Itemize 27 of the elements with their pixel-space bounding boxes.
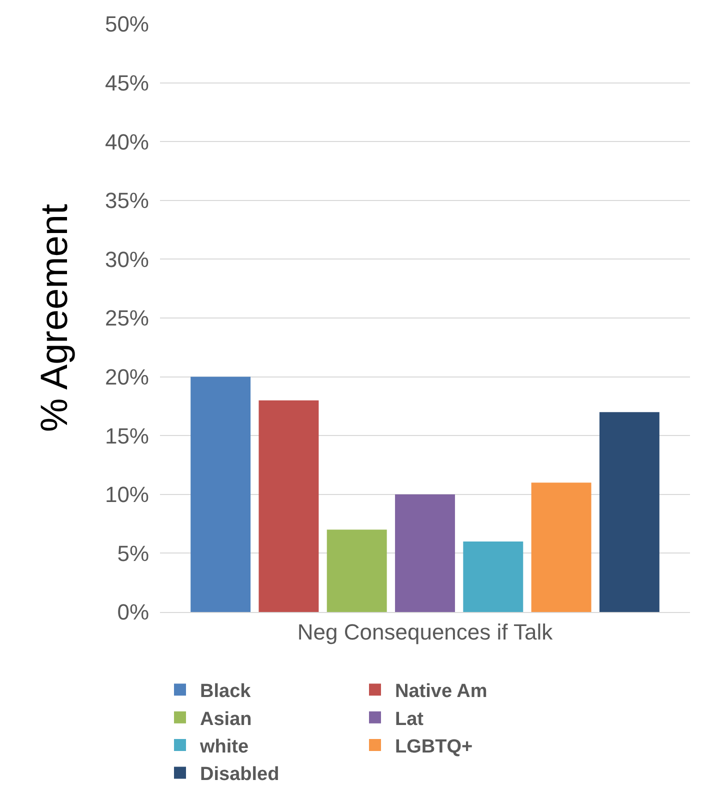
y-tick-label: 0% (117, 600, 149, 625)
bar (463, 541, 524, 612)
bar (395, 494, 455, 612)
legend-label: Native Am (395, 681, 488, 702)
y-tick-label: 15% (104, 423, 149, 448)
bar (531, 482, 592, 612)
bar (190, 376, 251, 612)
legend-label: white (199, 736, 249, 758)
legend-label: Lat (395, 708, 424, 730)
legend-label: Asian (200, 708, 252, 730)
y-tick-label: 35% (104, 188, 149, 214)
bar (258, 400, 319, 612)
y-axis-title: % Agreement (34, 204, 76, 432)
y-tick-label: 50% (104, 12, 149, 37)
legend-label: LGBTQ+ (395, 736, 473, 758)
bar (599, 412, 660, 612)
bar (326, 530, 387, 612)
legend-label: Disabled (200, 764, 280, 786)
y-tick-label: 30% (104, 246, 149, 272)
y-tick-label: 40% (104, 129, 149, 154)
legend-label: Black (200, 681, 252, 702)
y-tick-label: 25% (104, 306, 149, 331)
x-tick-label: Neg Consequences if Talk (297, 619, 554, 644)
y-tick-label: 45% (104, 70, 149, 96)
y-tick-label: 5% (117, 540, 149, 566)
y-tick-label: 20% (104, 364, 149, 390)
y-tick-label: 10% (104, 482, 149, 508)
